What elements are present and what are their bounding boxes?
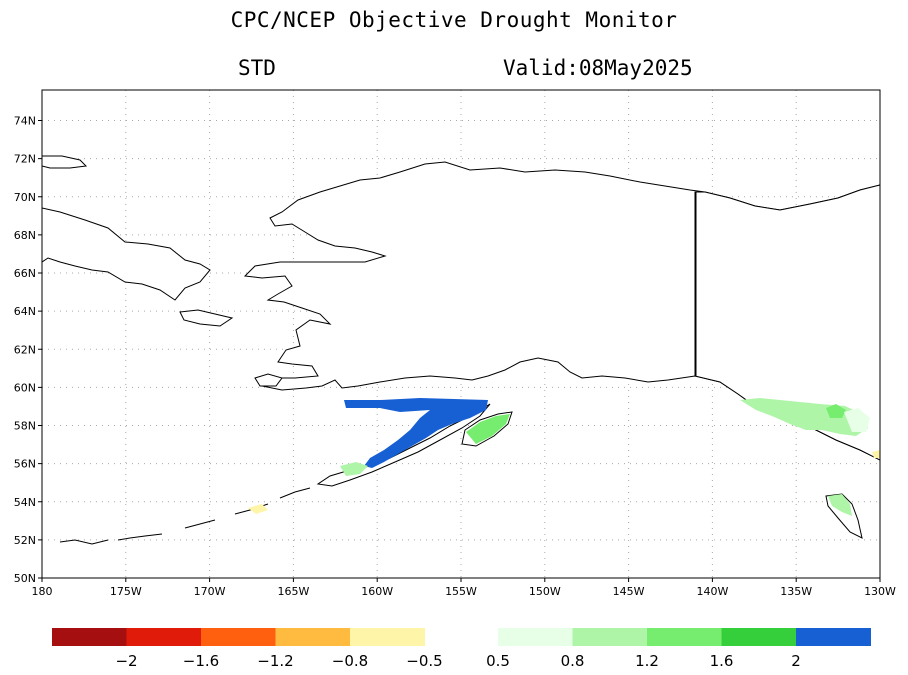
colorbar-label-dry-0: −2 [115, 652, 137, 670]
canada-outline [694, 184, 880, 461]
colorbar-swatch-wet-2 [647, 628, 722, 646]
wrangel-island-outline [42, 155, 88, 169]
colorbar-label-wet-3: 1.6 [710, 652, 734, 670]
lat-label: 60N [14, 381, 36, 394]
anomaly-area-bristol-bay [344, 398, 488, 468]
lon-label: 130W [864, 585, 896, 598]
lon-label: 150W [529, 585, 561, 598]
map-title: CPC/NCEP Objective Drought Monitor [230, 8, 678, 32]
anomaly-area-southeast-3 [844, 408, 870, 432]
anomaly-area-peninsula-tip [340, 462, 368, 476]
lon-label: 160W [361, 585, 393, 598]
lat-label: 50N [14, 572, 36, 585]
lat-label: 58N [14, 420, 36, 433]
lon-label: 180 [32, 585, 53, 598]
colorbar-swatch-wet-4 [796, 628, 871, 646]
lon-label: 175W [110, 585, 142, 598]
lat-label: 66N [14, 267, 36, 280]
anomaly-area-kodiak [466, 414, 510, 444]
anomaly-area-aleutian [248, 504, 268, 514]
coastline-layer [42, 155, 880, 545]
lat-label: 62N [14, 343, 36, 356]
lat-label: 64N [14, 305, 36, 318]
alaska-peninsula-outline [316, 403, 491, 487]
colorbar-label-dry-2: −1.2 [257, 652, 293, 670]
longitude-labels: 180 175W 170W 165W 160W 155W 150W 145W 140W 135W 1… [32, 578, 896, 598]
colorbar-label-wet-2: 1.2 [635, 652, 659, 670]
nunivak-island-outline [254, 373, 283, 387]
variable-label: STD [238, 56, 276, 80]
lat-label: 54N [14, 496, 36, 509]
lon-label: 145W [613, 585, 645, 598]
st-lawrence-island-outline [179, 309, 234, 327]
anomaly-shading-layer [248, 398, 880, 516]
lon-label: 135W [780, 585, 812, 598]
anomaly-area-east-edge [872, 450, 880, 458]
colorbar-label-dry-4: −0.5 [406, 652, 442, 670]
colorbar-label-wet-1: 0.8 [561, 652, 585, 670]
colorbar-swatch-wet-3 [721, 628, 797, 646]
colorbar-swatch-wet-0 [498, 628, 573, 646]
colorbar-label-dry-1: −1.6 [183, 652, 219, 670]
lat-label: 52N [14, 534, 36, 547]
lon-label: 140W [696, 585, 728, 598]
colorbar-swatch-dry-4 [350, 628, 425, 646]
aleutian-islands-outline [59, 487, 311, 545]
colorbar-swatch-dry-1 [126, 628, 202, 646]
colorbar-swatch-dry-3 [275, 628, 351, 646]
chukotka-outline [42, 207, 211, 301]
anomaly-area-southeast-2 [826, 404, 846, 418]
lat-label: 56N [14, 458, 36, 471]
colorbar-label-wet-0: 0.5 [486, 652, 510, 670]
colorbar: −2 −1.6 −1.2 −0.8 −0.5 0.5 0.8 1.2 1.6 2 [52, 628, 871, 670]
lon-label: 165W [277, 585, 309, 598]
colorbar-swatch-dry-2 [201, 628, 276, 646]
colorbar-swatch-wet-1 [572, 628, 648, 646]
colorbar-label-wet-4: 2 [791, 652, 801, 670]
lat-label: 70N [14, 191, 36, 204]
lat-label: 74N [14, 115, 36, 128]
anomaly-area-southeast-islands [828, 494, 852, 516]
latitude-labels: 50N 52N 54N 56N 58N 60N 62N 64N 66N 68N 70N 72N 74N [14, 115, 42, 585]
colorbar-swatch-dry-0 [52, 628, 127, 646]
lon-label: 155W [445, 585, 477, 598]
valid-date-label: Valid:08May2025 [503, 56, 693, 80]
colorbar-label-dry-3: −0.8 [332, 652, 368, 670]
lat-label: 68N [14, 229, 36, 242]
lon-label: 170W [194, 585, 226, 598]
lat-label: 72N [14, 153, 36, 166]
